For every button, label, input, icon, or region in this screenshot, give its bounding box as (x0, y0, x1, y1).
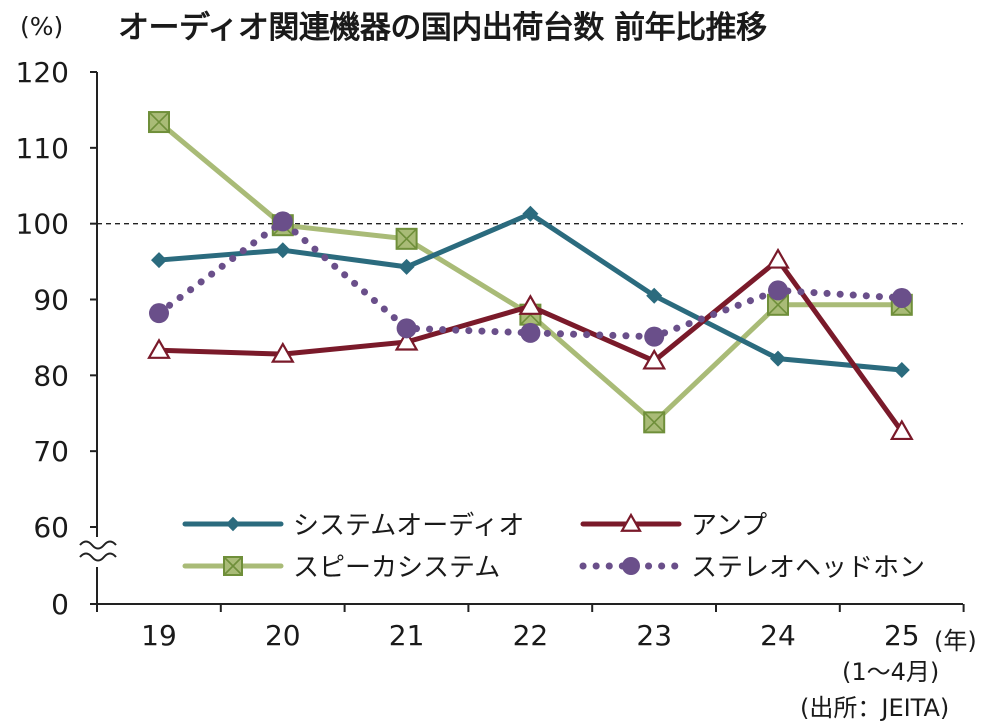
data-point (396, 318, 417, 339)
legend-swatch-marker (620, 512, 642, 532)
legend-item-0: システムオーディオ (182, 511, 524, 541)
x-tick-label: 20 (265, 619, 301, 652)
x-axis-note: (1～4月) (842, 658, 940, 686)
data-point (149, 303, 169, 324)
x-tick-label: 24 (760, 619, 796, 652)
y-tick-label: 120 (16, 56, 69, 89)
data-point (274, 242, 291, 259)
series-line (156, 119, 905, 425)
data-point (770, 350, 786, 367)
legend-swatch-marker (225, 516, 241, 532)
legend-label: スピーカシステム (293, 553, 500, 583)
x-tick-label: 25 (884, 619, 920, 652)
legend-label: アンプ (691, 511, 767, 541)
series-0 (151, 205, 910, 379)
axis-break-mark-bottom (79, 552, 117, 562)
y-tick-label: 70 (33, 435, 69, 468)
legend-item-2: スピーカシステム (182, 553, 500, 583)
data-point (642, 348, 667, 370)
legend-label: ステレオヘッドホン (691, 553, 925, 583)
data-point-cross (396, 228, 418, 250)
data-point (766, 247, 790, 269)
legend-label: システムオーディオ (293, 511, 524, 541)
data-point (522, 205, 539, 222)
x-axis-unit: (年) (934, 627, 977, 655)
data-point (889, 419, 914, 441)
x-tick-label: 19 (141, 619, 177, 652)
data-point (394, 329, 419, 351)
series-2 (148, 111, 913, 434)
x-tick-label: 22 (513, 619, 549, 652)
data-point (646, 287, 663, 304)
chart-title: オーディオ関連機器の国内出荷台数 前年比推移 (118, 10, 767, 46)
y-tick-label: 0 (51, 588, 69, 621)
legend-item-3: ステレオヘッドホン (579, 553, 925, 583)
series-3 (149, 211, 912, 347)
x-tick-label: 23 (636, 619, 672, 652)
data-point (893, 362, 910, 379)
data-point (398, 258, 415, 275)
data-point (644, 326, 665, 347)
legend-swatch-marker-cross (223, 556, 243, 576)
series-line (156, 257, 905, 434)
y-tick-label: 100 (16, 208, 69, 241)
data-point (518, 294, 543, 315)
data-point-cross (643, 411, 665, 433)
data-point (147, 338, 171, 359)
axis-break-mark-top (79, 540, 117, 550)
source-note: (出所：JEITA) (800, 694, 950, 722)
y-tick-label: 80 (33, 359, 69, 392)
axes: 0 60 70 80 90 100 110 120 19 20 21 22 23 24 25 (16, 56, 965, 652)
legend-item-1: アンプ (580, 511, 767, 541)
series-layer (147, 111, 914, 441)
data-point-cross (767, 294, 789, 316)
y-tick-label: 110 (16, 132, 69, 165)
series-1 (147, 247, 914, 441)
data-point (272, 211, 293, 232)
legend-swatch-marker (622, 557, 640, 575)
data-point (768, 280, 788, 301)
data-point-cross (148, 111, 170, 133)
data-point (520, 322, 541, 343)
data-point (151, 252, 167, 269)
y-axis-unit: (%) (20, 12, 64, 41)
data-point (270, 341, 295, 363)
y-tick-label: 60 (33, 511, 69, 544)
y-tick-label: 90 (33, 284, 69, 317)
data-point (891, 287, 912, 308)
x-tick-label: 21 (389, 619, 425, 652)
